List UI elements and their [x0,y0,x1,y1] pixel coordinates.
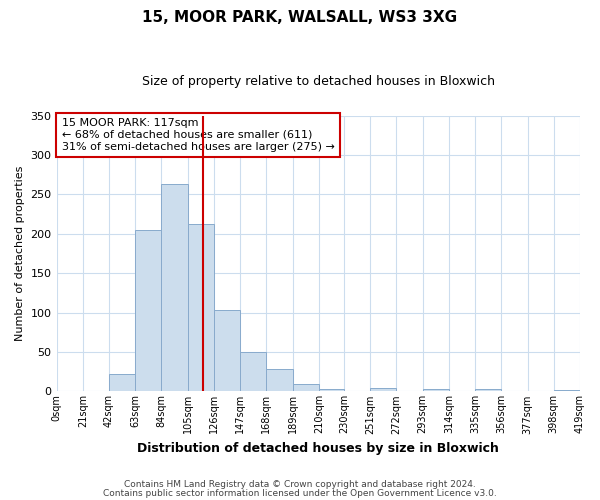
Bar [475,389,501,392]
Bar [135,230,161,392]
Bar [319,389,344,392]
Text: Contains HM Land Registry data © Crown copyright and database right 2024.: Contains HM Land Registry data © Crown c… [124,480,476,489]
Text: Contains public sector information licensed under the Open Government Licence v3: Contains public sector information licen… [103,489,497,498]
Bar [266,368,293,392]
Title: Size of property relative to detached houses in Bloxwich: Size of property relative to detached ho… [142,75,495,88]
Bar [109,374,135,392]
Bar [240,352,266,392]
Bar [370,388,397,392]
Y-axis label: Number of detached properties: Number of detached properties [15,166,25,341]
Text: 15, MOOR PARK, WALSALL, WS3 3XG: 15, MOOR PARK, WALSALL, WS3 3XG [142,10,458,25]
X-axis label: Distribution of detached houses by size in Bloxwich: Distribution of detached houses by size … [137,442,499,455]
Bar [214,310,240,392]
Bar [161,184,188,392]
Text: 15 MOOR PARK: 117sqm
← 68% of detached houses are smaller (611)
31% of semi-deta: 15 MOOR PARK: 117sqm ← 68% of detached h… [62,118,335,152]
Bar [422,389,449,392]
Bar [293,384,319,392]
Bar [188,224,214,392]
Bar [554,390,580,392]
